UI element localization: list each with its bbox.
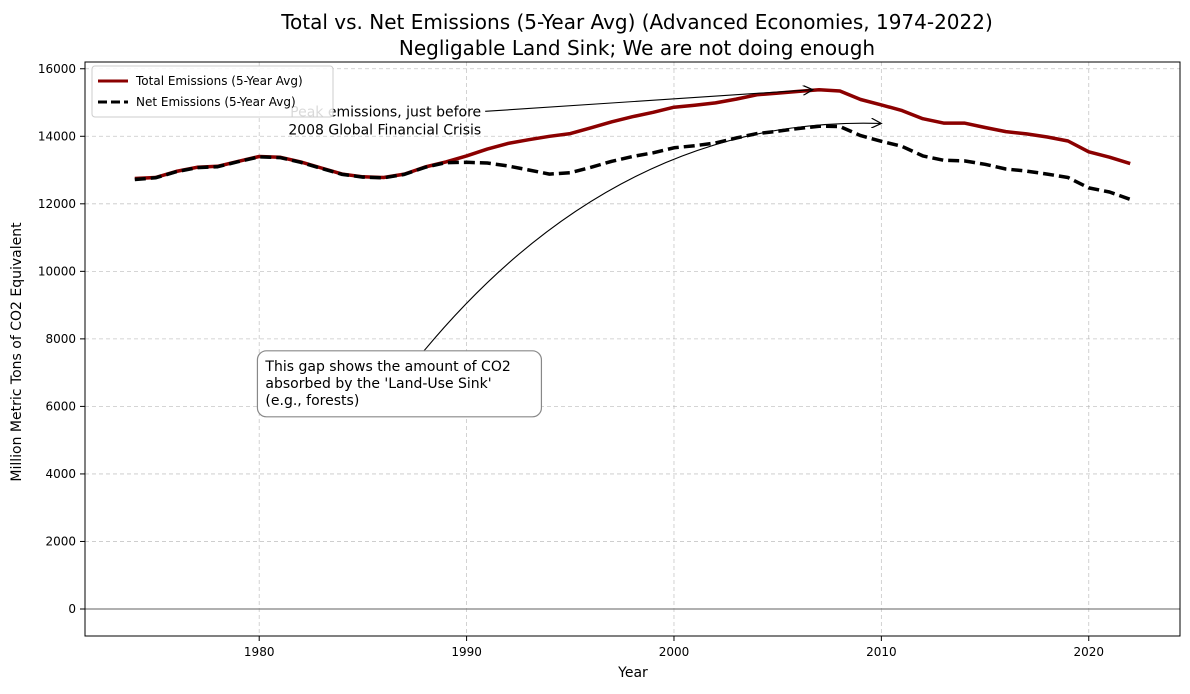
x-axis-label: Year xyxy=(617,665,648,681)
gap-annotation-arrow xyxy=(423,123,881,352)
gap-annotation-text: absorbed by the 'Land-Use Sink' xyxy=(265,376,491,392)
gap-annotation-box xyxy=(256,350,543,418)
series-lines xyxy=(134,87,1131,202)
legend-label-net: Net Emissions (5-Year Avg) xyxy=(136,95,296,109)
chart-title: Total vs. Net Emissions (5-Year Avg) (Ad… xyxy=(280,10,993,34)
legend-label-total: Total Emissions (5-Year Avg) xyxy=(135,74,303,88)
x-axis-ticks: 1980 1990 2000 2010 2020 xyxy=(244,636,1104,659)
grid xyxy=(85,62,1180,636)
gap-annotation-text: (e.g., forests) xyxy=(265,393,359,409)
legend-box xyxy=(91,65,334,118)
x-tick-label: 2020 xyxy=(1073,645,1104,659)
plot-frame xyxy=(84,61,1181,637)
y-tick-label: 2000 xyxy=(45,534,76,548)
y-tick-label: 6000 xyxy=(45,399,76,413)
y-tick-label: 12000 xyxy=(38,197,76,211)
x-tick-label: 1990 xyxy=(451,645,482,659)
series-line-net-emissions xyxy=(134,124,1131,202)
annotations: Peak emissions, just before 2008 Global F… xyxy=(256,90,881,418)
y-tick-label: 14000 xyxy=(38,129,76,143)
x-tick-label: 2010 xyxy=(866,645,897,659)
y-tick-label: 8000 xyxy=(45,332,76,346)
peak-annotation-text: 2008 Global Financial Crisis xyxy=(288,122,481,138)
y-axis-label: Million Metric Tons of CO2 Equivalent xyxy=(9,222,25,482)
y-tick-label: 0 xyxy=(68,602,76,616)
peak-annotation-arrow xyxy=(485,90,813,112)
y-tick-label: 10000 xyxy=(38,264,76,278)
y-tick-label: 4000 xyxy=(45,467,76,481)
gap-annotation-text: This gap shows the amount of CO2 xyxy=(264,359,510,375)
legend: Total Emissions (5-Year Avg) Net Emissio… xyxy=(91,65,334,118)
x-tick-label: 1980 xyxy=(244,645,275,659)
peak-annotation-text: Peak emissions, just before xyxy=(290,104,481,120)
x-tick-label: 2000 xyxy=(659,645,690,659)
y-axis-ticks: 0 2000 4000 6000 8000 10000 12000 14000 16000 xyxy=(38,62,85,616)
y-tick-label: 16000 xyxy=(38,62,76,76)
chart-subtitle: Negligable Land Sink; We are not doing e… xyxy=(399,36,875,60)
